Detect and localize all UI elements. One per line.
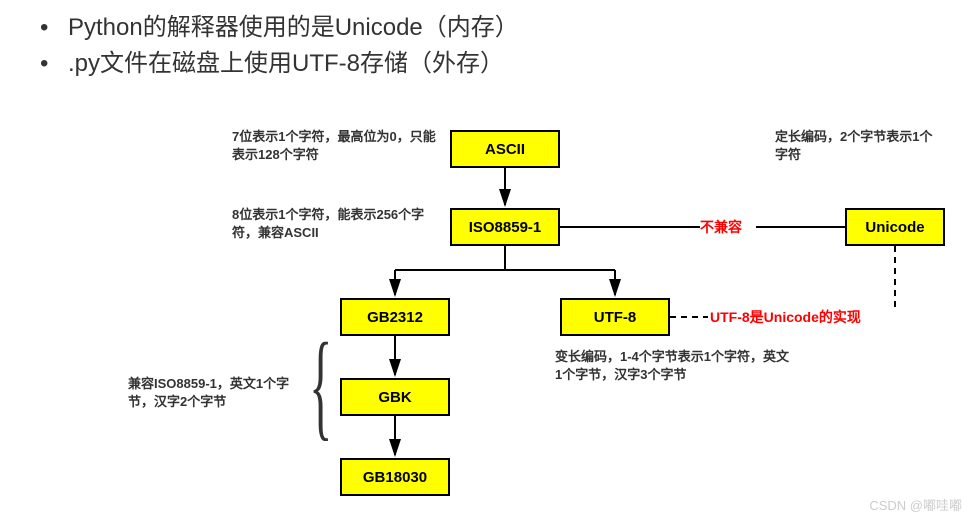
encoding-diagram: ASCII ISO8859-1 Unicode GB2312 UTF-8 GBK… [0,100,980,526]
annot-utf8: 变长编码，1-4个字节表示1个字符，英文1个字节，汉字3个字节 [555,348,790,383]
node-gb2312: GB2312 [340,298,450,336]
annot-gb: 兼容ISO8859-1，英文1个字节，汉字2个字节 [128,375,313,410]
node-gb18030: GB18030 [340,458,450,496]
brace-icon: { [309,325,332,445]
node-utf8: UTF-8 [560,298,670,336]
node-unicode: Unicode [845,208,945,246]
label-utf8-unicode: UTF-8是Unicode的实现 [710,308,910,327]
bullet-2: .py文件在磁盘上使用UTF-8存储（外存） [40,46,950,82]
annot-ascii: 7位表示1个字符，最高位为0，只能表示128个字符 [232,128,437,163]
bullet-1: Python的解释器使用的是Unicode（内存） [40,10,950,46]
node-ascii: ASCII [450,130,560,168]
label-incompatible: 不兼容 [700,218,760,237]
watermark: CSDN @嘟哇嘟 [869,495,962,514]
annot-iso: 8位表示1个字符，能表示256个字符，兼容ASCII [232,206,437,241]
node-iso8859: ISO8859-1 [450,208,560,246]
annot-unicode: 定长编码，2个字节表示1个字符 [775,128,945,163]
node-gbk: GBK [340,378,450,416]
